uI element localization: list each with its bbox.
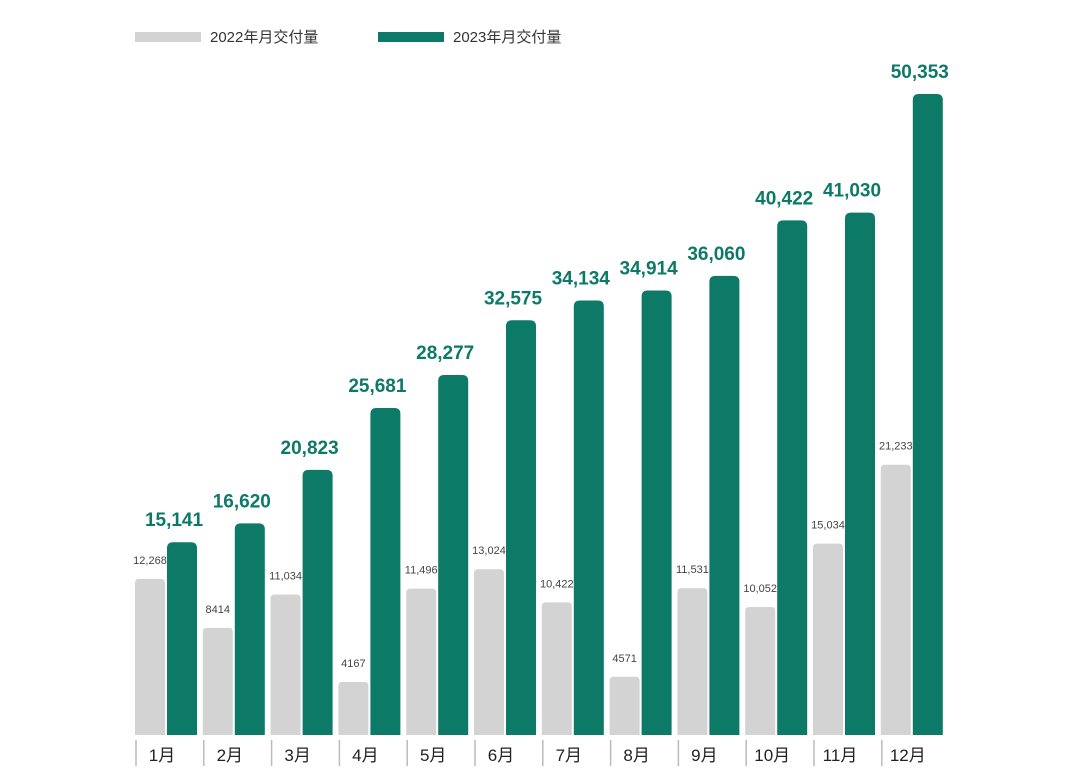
- x-tick-label-11: 11月: [823, 746, 858, 765]
- bar-2022-10: [745, 607, 776, 735]
- data-label-2022-4: 4167: [341, 658, 365, 670]
- data-label-2023-2: 16,620: [213, 491, 271, 512]
- legend: 2022年月交付量 2023年月交付量: [135, 28, 561, 46]
- x-tick-label-5: 5月: [420, 746, 446, 765]
- legend-label-2022: 2022年月交付量: [210, 28, 318, 46]
- bar-2022-8: [609, 676, 640, 735]
- data-label-2022-3: 11,034: [269, 571, 302, 583]
- bar-2022-3: [270, 594, 301, 735]
- bar-2023-2: [234, 523, 265, 735]
- x-tick-label-7: 7月: [556, 746, 582, 765]
- data-label-2023-5: 28,277: [416, 343, 474, 364]
- bar-2022-6: [474, 569, 504, 735]
- x-tick-label-3: 3月: [284, 746, 310, 765]
- data-label-2022-9: 11,531: [676, 564, 709, 576]
- bar-2022-9: [677, 588, 708, 735]
- bar-2022-11: [813, 543, 843, 735]
- x-tick-label-12: 12月: [890, 746, 926, 765]
- data-label-2023-10: 40,422: [755, 188, 813, 209]
- x-tick-label-2: 2月: [217, 746, 243, 765]
- data-label-2022-7: 10,422: [540, 578, 574, 590]
- bar-2022-12: [880, 464, 911, 735]
- bar-2022-7: [541, 602, 572, 735]
- data-label-2022-8: 4571: [612, 653, 636, 665]
- bar-2022-2: [202, 627, 233, 735]
- data-label-2022-6: 13,024: [472, 545, 506, 557]
- x-axis: 1月 2月 3月 4月 5月 6月 7月 8月 9月 10月 11月 12月: [135, 740, 926, 766]
- x-tick-label-9: 9月: [691, 746, 717, 765]
- data-label-2023-9: 36,060: [687, 244, 745, 265]
- data-label-2022-12: 21,233: [879, 441, 913, 453]
- data-label-2023-1: 15,141: [145, 510, 204, 531]
- bar-2023-10: [777, 220, 808, 735]
- bar-2023-11: [845, 212, 875, 735]
- data-label-2023-12: 50,353: [891, 62, 949, 83]
- x-tick-label-1: 1月: [149, 746, 175, 765]
- data-label-2022-2: 8414: [206, 604, 230, 616]
- bar-2023-8: [641, 290, 672, 735]
- legend-swatch-2022: [135, 32, 201, 42]
- data-label-2023-11: 41,030: [823, 181, 881, 202]
- bar-2023-9: [709, 275, 740, 735]
- data-label-2023-6: 32,575: [484, 288, 543, 309]
- bar-2022-4: [338, 681, 369, 735]
- data-label-2022-1: 12,268: [133, 555, 167, 567]
- data-label-2023-7: 34,134: [552, 268, 611, 289]
- x-tick-label-8: 8月: [623, 746, 649, 765]
- legend-swatch-2023: [378, 32, 444, 42]
- x-tick-label-4: 4月: [352, 746, 378, 765]
- data-label-2023-4: 25,681: [348, 376, 407, 397]
- series-2023-bars: [167, 93, 943, 735]
- bar-2023-7: [573, 300, 604, 735]
- bar-2023-6: [506, 320, 536, 735]
- legend-label-2023: 2023年月交付量: [453, 28, 561, 46]
- data-label-2022-11: 15,034: [811, 520, 845, 532]
- bar-2023-4: [370, 408, 401, 735]
- bar-2022-5: [406, 588, 437, 735]
- bar-2023-12: [912, 93, 943, 735]
- data-label-2022-5: 11,496: [405, 565, 438, 577]
- series-2023-data-labels: 15,141 16,620 20,823 25,681 28,277 32,575 34,1…: [145, 62, 949, 531]
- bar-2023-5: [438, 375, 469, 735]
- bar-2023-3: [302, 469, 333, 735]
- series-2022-bars: [135, 464, 911, 735]
- data-label-2022-10: 10,052: [743, 583, 777, 595]
- series-2022-data-labels: 12,268 8414 11,034 4167 11,496 13,024 10,422 45…: [133, 441, 912, 670]
- data-label-2023-8: 34,914: [620, 259, 679, 280]
- data-label-2023-3: 20,823: [281, 438, 339, 459]
- x-tick-label-6: 6月: [488, 746, 514, 765]
- bar-2022-1: [135, 578, 165, 735]
- bar-2023-1: [167, 542, 197, 735]
- x-tick-label-10: 10月: [754, 746, 790, 765]
